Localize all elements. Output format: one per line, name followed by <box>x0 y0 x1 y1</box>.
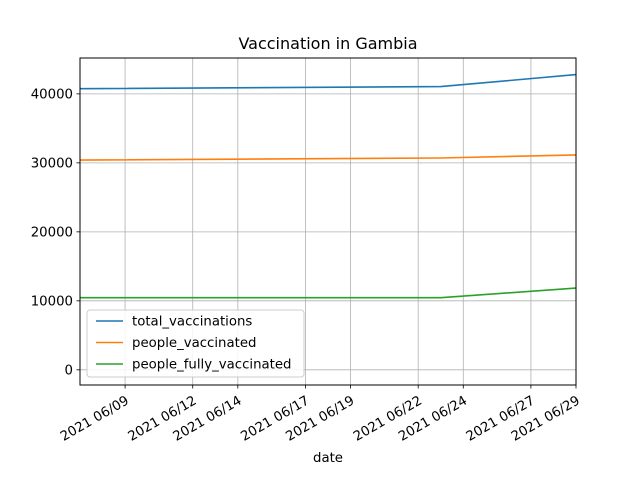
x-axis-label: date <box>313 451 343 466</box>
y-tick-label: 40000 <box>31 87 73 102</box>
y-tick-label: 10000 <box>31 294 73 309</box>
legend-label: people_vaccinated <box>132 336 256 351</box>
y-axis: 0 10000 20000 30000 40000 <box>31 87 80 378</box>
series-line-people-vaccinated <box>79 154 577 161</box>
chart-title: Vaccination in Gambia <box>238 34 417 53</box>
series-lines <box>79 73 577 299</box>
y-tick-label: 0 <box>65 363 73 378</box>
y-tick-label: 30000 <box>31 156 73 171</box>
plot-area-frame <box>79 57 577 386</box>
y-tick-label: 20000 <box>31 225 73 240</box>
series-line-people-fully-vaccinated <box>80 287 577 299</box>
legend-label: people_fully_vaccinated <box>132 358 291 373</box>
legend-label: total_vaccinations <box>132 315 252 330</box>
legend: total_vaccinations people_vaccinatedpeopl… <box>86 309 305 378</box>
legend-box <box>86 309 305 378</box>
series-line-total-vaccinations <box>79 73 577 90</box>
